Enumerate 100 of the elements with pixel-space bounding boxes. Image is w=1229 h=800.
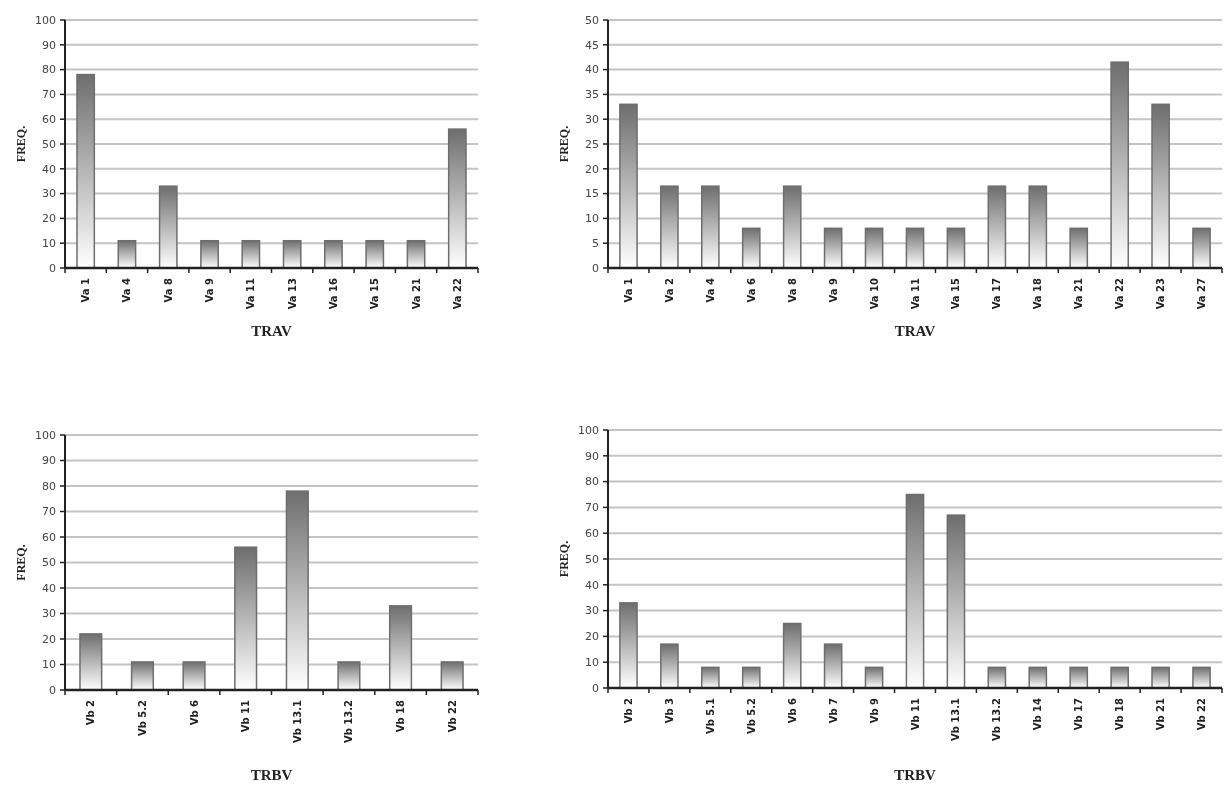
x-tick-label: Vb 6 xyxy=(188,699,200,726)
x-tick-label: Va 11 xyxy=(245,277,257,310)
y-tick-label: 80 xyxy=(42,63,56,77)
x-tick-label: Va 9 xyxy=(204,277,216,303)
y-tick-label: 50 xyxy=(585,13,599,27)
x-tick-label: Vb 11 xyxy=(909,697,921,731)
bar xyxy=(864,227,884,269)
y-tick-label: 100 xyxy=(35,428,56,442)
y-tick-label: 20 xyxy=(42,212,56,226)
bar xyxy=(1151,103,1170,269)
y-tick-label: 30 xyxy=(585,604,599,618)
bar xyxy=(1110,61,1130,269)
bar xyxy=(1192,666,1211,689)
x-tick-label: Vb 21 xyxy=(1155,697,1167,731)
bar xyxy=(700,185,720,269)
x-tick-label: Va 1 xyxy=(622,277,634,303)
bar xyxy=(946,227,966,269)
bar xyxy=(440,661,464,691)
bar xyxy=(946,514,966,689)
x-tick-label: Vb 11 xyxy=(240,699,252,733)
y-tick-label: 90 xyxy=(42,454,56,468)
y-tick-label: 35 xyxy=(585,88,599,102)
x-tick-label: Vb 13.2 xyxy=(991,697,1003,742)
y-tick-label: 30 xyxy=(42,607,56,621)
bar xyxy=(158,185,178,269)
y-tick-label: 60 xyxy=(585,527,599,541)
x-axis-title: TRAV xyxy=(251,323,292,339)
bar xyxy=(905,227,925,269)
y-tick-label: 70 xyxy=(42,88,56,102)
x-tick-label: Va 11 xyxy=(909,277,921,310)
y-tick-label: 10 xyxy=(42,237,56,251)
y-axis-title: FREQ. xyxy=(14,125,28,163)
x-tick-label: Vb 5.1 xyxy=(704,697,716,735)
x-tick-label: Vb 6 xyxy=(786,697,798,724)
x-tick-label: Vb 22 xyxy=(446,699,458,733)
bar xyxy=(234,546,258,691)
bar xyxy=(282,239,302,269)
bar xyxy=(117,239,137,269)
y-tick-label: 10 xyxy=(585,212,599,226)
x-tick-label: Va 16 xyxy=(327,277,339,310)
y-tick-label: 90 xyxy=(585,449,599,463)
bar xyxy=(285,490,309,691)
x-tick-label: Vb 5.2 xyxy=(745,697,757,735)
x-tick-label: Va 8 xyxy=(162,277,174,303)
bar xyxy=(905,493,925,689)
x-tick-label: Vb 7 xyxy=(827,697,839,724)
x-tick-label: Va 6 xyxy=(745,277,757,303)
x-tick-label: Vb 18 xyxy=(395,699,407,733)
y-tick-label: 40 xyxy=(585,63,599,77)
y-tick-label: 45 xyxy=(585,38,599,52)
x-axis-title: TRBV xyxy=(250,767,293,783)
x-tick-label: Va 22 xyxy=(451,277,463,310)
y-tick-label: 30 xyxy=(585,113,599,127)
x-tick-label: Vb 13.1 xyxy=(291,699,303,744)
x-tick-label: Va 8 xyxy=(786,277,798,303)
bar xyxy=(241,239,261,269)
x-tick-label: Va 10 xyxy=(868,277,880,310)
y-tick-label: 40 xyxy=(42,162,56,176)
x-tick-label: Vb 2 xyxy=(85,699,97,726)
bar xyxy=(823,643,843,689)
bar xyxy=(619,103,638,269)
x-tick-label: Vb 2 xyxy=(622,697,634,724)
x-tick-label: Vb 18 xyxy=(1114,697,1126,731)
x-tick-label: Va 4 xyxy=(704,277,716,303)
y-tick-label: 15 xyxy=(585,187,599,201)
x-tick-label: Va 13 xyxy=(286,277,298,310)
y-tick-label: 0 xyxy=(49,261,56,275)
x-tick-label: Va 18 xyxy=(1032,277,1044,310)
bar xyxy=(324,239,343,269)
y-tick-label: 40 xyxy=(42,581,56,595)
y-axis-title: FREQ. xyxy=(557,125,571,163)
y-tick-label: 60 xyxy=(42,113,56,127)
y-tick-label: 100 xyxy=(578,423,599,437)
x-axis-title: TRBV xyxy=(894,767,936,783)
x-tick-label: Va 15 xyxy=(369,277,381,310)
y-tick-label: 0 xyxy=(49,683,56,697)
bar xyxy=(1151,666,1170,689)
y-tick-label: 0 xyxy=(592,261,599,275)
bar xyxy=(700,666,720,689)
x-tick-label: Va 4 xyxy=(121,277,133,303)
x-tick-label: Vb 22 xyxy=(1196,697,1208,731)
bar xyxy=(660,185,679,269)
bar xyxy=(741,227,761,269)
bar xyxy=(741,666,761,689)
y-tick-label: 70 xyxy=(42,505,56,519)
y-tick-label: 90 xyxy=(42,38,56,52)
bar xyxy=(182,661,206,691)
bar xyxy=(79,633,103,691)
bar xyxy=(388,605,413,691)
x-tick-label: Va 27 xyxy=(1196,277,1208,310)
bar xyxy=(447,128,467,269)
bar xyxy=(1028,666,1048,689)
x-tick-label: Vb 14 xyxy=(1032,697,1044,731)
y-tick-label: 60 xyxy=(42,530,56,544)
x-tick-label: Va 21 xyxy=(410,277,422,310)
x-tick-label: Va 23 xyxy=(1155,277,1167,310)
x-axis-title: TRAV xyxy=(894,323,936,339)
bar xyxy=(337,661,361,691)
y-tick-label: 50 xyxy=(42,137,56,151)
y-axis-title: FREQ. xyxy=(14,544,28,581)
